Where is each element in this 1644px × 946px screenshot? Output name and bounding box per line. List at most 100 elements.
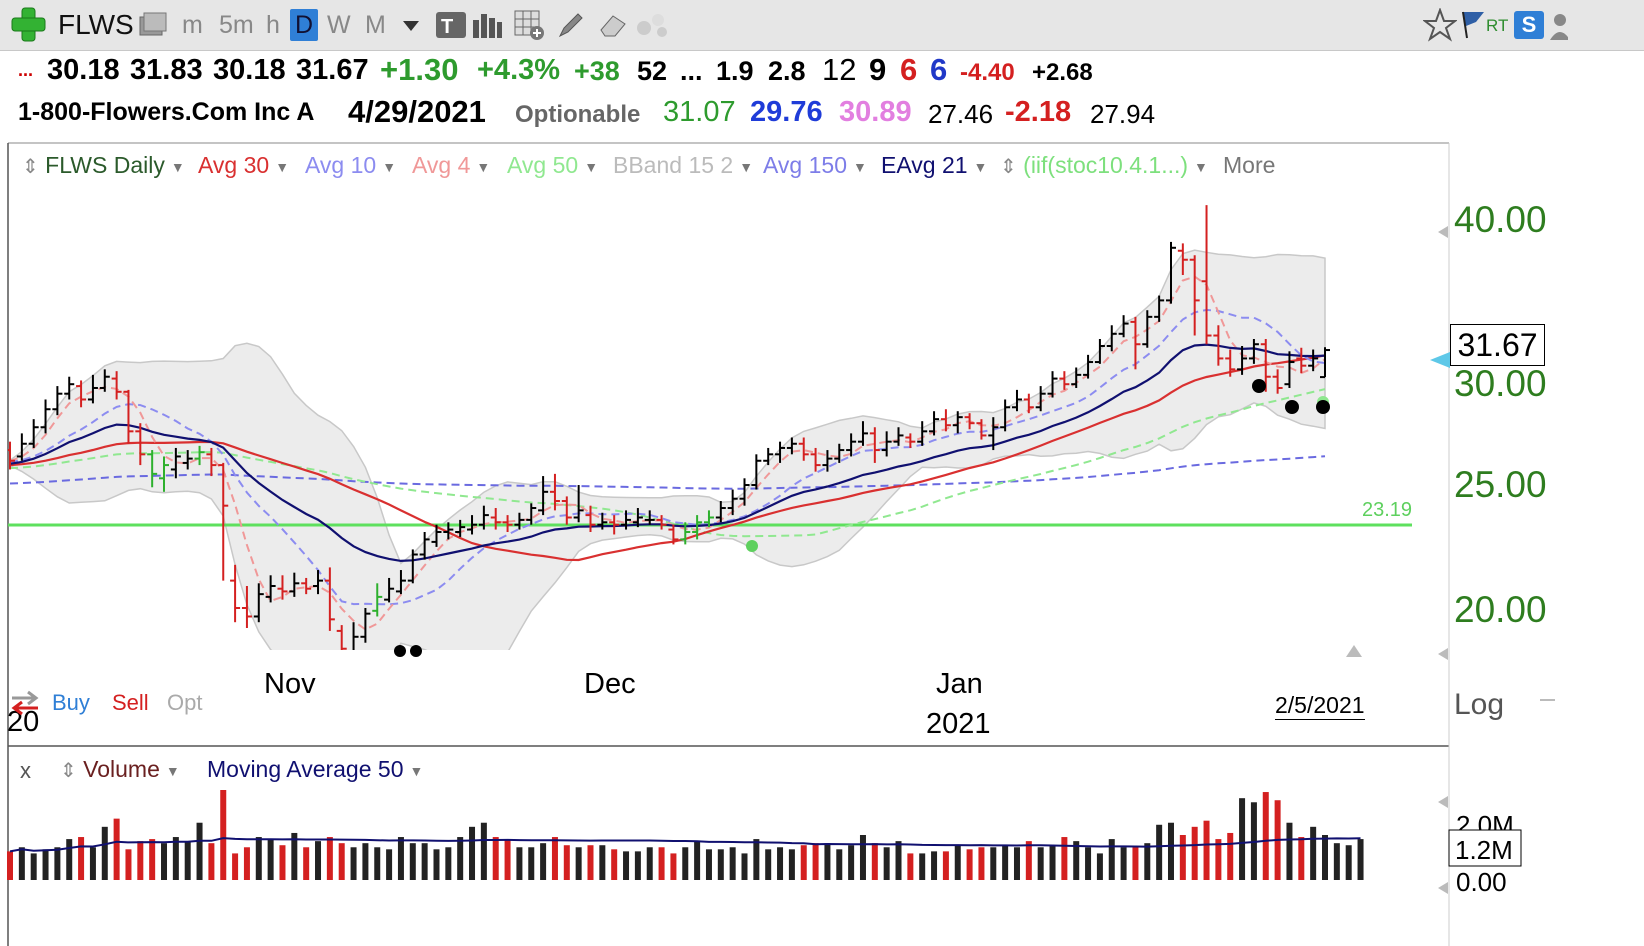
ohlc-bar <box>739 478 750 506</box>
volume-bar <box>7 851 13 880</box>
y-tick-40: 40.00 <box>1454 199 1547 240</box>
legend-avg150[interactable]: Avg 150 ▼ <box>763 152 867 178</box>
scroll-down-arrow <box>1438 648 1448 660</box>
volume-bar <box>741 853 748 880</box>
legend-main[interactable]: ⇕ FLWS Daily ▼ <box>22 152 185 178</box>
legend-avg10[interactable]: Avg 10 ▼ <box>305 152 397 178</box>
volume-bar <box>1179 835 1186 880</box>
volume-bar <box>599 845 606 880</box>
volume-legend[interactable]: ⇕ Volume ▼ <box>60 756 180 782</box>
books-icon[interactable] <box>138 11 168 39</box>
volume-bar <box>243 847 250 880</box>
signal-dot <box>1285 400 1299 414</box>
legend-avg4[interactable]: Avg 4 ▼ <box>412 152 491 178</box>
ohlc-bar <box>964 413 975 430</box>
legend-more[interactable]: More <box>1223 152 1276 178</box>
volume-bar <box>1156 824 1163 880</box>
company-name: 1-800-Flowers.Com Inc A <box>18 98 315 126</box>
volume-bar <box>208 843 215 880</box>
volume-bar <box>1061 837 1068 880</box>
user-icon[interactable] <box>1548 12 1568 42</box>
rt-label[interactable]: RT <box>1486 16 1509 35</box>
interval-w[interactable]: W <box>327 11 351 39</box>
legend-eavg21[interactable]: EAvg 21 ▼ <box>881 152 988 178</box>
volume-bar <box>990 847 997 880</box>
volume-bar <box>753 839 760 880</box>
ohlc-bar <box>775 441 786 463</box>
add-icon[interactable] <box>9 5 49 45</box>
opt-button[interactable]: Opt <box>167 690 203 715</box>
ohlc-bar <box>253 583 264 623</box>
volume-bar <box>220 790 227 880</box>
legend-custom[interactable]: ⇕ (iif(stoc10.4.1...) ▼ <box>1000 152 1208 178</box>
eraser-icon[interactable] <box>597 10 629 40</box>
grid-add-icon[interactable] <box>513 9 545 41</box>
ellipsis-2: ... <box>680 56 703 86</box>
expand-ellipsis[interactable]: ... <box>18 60 34 80</box>
volume-bar <box>113 818 120 880</box>
volume-bar <box>978 847 985 880</box>
volume-bar <box>729 847 736 880</box>
volume-bar <box>350 847 357 880</box>
interval-m[interactable]: m <box>182 11 203 39</box>
volume-bar <box>409 843 416 880</box>
volume-bar <box>101 826 108 880</box>
star-icon[interactable] <box>1423 8 1457 42</box>
volume-bar <box>374 847 381 880</box>
dots-icon[interactable] <box>636 10 672 40</box>
buy-button[interactable]: Buy <box>52 690 90 715</box>
volume-bar <box>54 847 61 880</box>
volume-last-box <box>1448 829 1522 867</box>
x-label-year: 2021 <box>926 708 991 740</box>
pencil-icon[interactable] <box>556 10 586 40</box>
ohlc-bar <box>1011 389 1022 412</box>
interval-5m[interactable]: 5m <box>219 11 254 39</box>
volume-bar <box>1191 826 1198 880</box>
interval-h[interactable]: h <box>266 11 280 39</box>
volume-bar <box>516 847 523 880</box>
scroll-right-arrow <box>1346 645 1362 657</box>
stat-value-6: 6 <box>930 52 948 87</box>
ohlc-bar <box>395 570 406 595</box>
interval-d-active[interactable]: D <box>290 9 318 41</box>
bar-chart-icon[interactable] <box>471 10 503 40</box>
ohlc-bar <box>1165 241 1176 304</box>
legend-bband[interactable]: BBand 15 2 ▼ <box>613 152 754 178</box>
ohlc-bar <box>230 564 241 623</box>
volume-ma-line <box>9 837 1361 853</box>
volume-bar <box>267 839 274 880</box>
chevron-down-icon[interactable] <box>401 16 421 36</box>
volume-bar <box>895 841 902 880</box>
ohlc-bar <box>597 512 608 530</box>
close-volume-pane[interactable]: x <box>20 758 31 783</box>
volume-bar <box>623 851 630 880</box>
volume-bar <box>469 826 476 880</box>
ohlc-bar <box>76 380 87 408</box>
log-scale-toggle[interactable]: Log <box>1454 688 1505 721</box>
flag-icon[interactable] <box>1458 8 1488 42</box>
volume-bar <box>1298 837 1305 880</box>
ohlc-bar <box>384 577 395 603</box>
symbol-field[interactable]: FLWS <box>58 9 134 40</box>
signal-dot <box>410 645 422 657</box>
volume-bar <box>1227 832 1234 880</box>
avg-value-3: 30.89 <box>839 96 912 128</box>
volume-bar <box>137 841 144 880</box>
volume-bar <box>931 851 938 880</box>
ohlc-bar <box>1035 386 1046 412</box>
sell-button[interactable]: Sell <box>112 690 149 715</box>
volume-bar <box>1286 822 1293 880</box>
volume-bar <box>694 841 701 880</box>
volume-bar <box>315 841 322 880</box>
text-tool-icon[interactable]: T <box>435 10 469 40</box>
interval-m-monthly[interactable]: M <box>365 11 386 39</box>
ohlc-bar <box>147 450 158 488</box>
swap-arrows-icon[interactable] <box>8 690 44 716</box>
ohlc-bar <box>289 572 300 597</box>
s-button[interactable]: S <box>1514 11 1544 39</box>
ohlc-bar <box>644 510 655 525</box>
legend-avg30[interactable]: Avg 30 ▼ <box>198 152 290 178</box>
x-label-nov: Nov <box>264 668 316 700</box>
legend-avg50[interactable]: Avg 50 ▼ <box>507 152 599 178</box>
volume-ma-legend[interactable]: Moving Average 50 ▼ <box>207 756 424 782</box>
